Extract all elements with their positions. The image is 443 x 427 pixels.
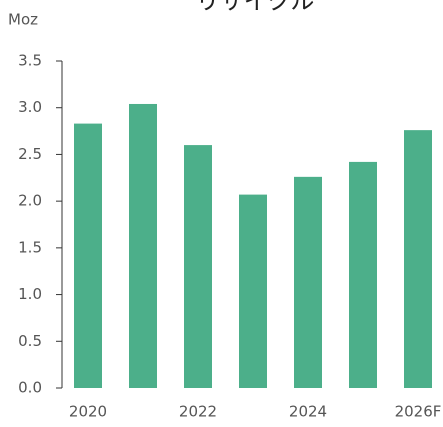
y-axis-label: Moz [8,11,38,29]
bar [74,123,102,389]
y-tick-label: 0.5 [18,332,42,350]
chart-title: リサイクル [196,0,315,15]
y-tick-label: 1.5 [18,238,42,256]
y-tick-label: 2.5 [18,145,42,163]
y-tick-label: 0.0 [18,379,42,397]
bar [184,145,212,388]
y-tick-label: 2.0 [18,192,42,210]
x-tick-label: 2024 [289,403,327,421]
bar [294,176,322,388]
y-tick-label: 3.0 [18,98,42,116]
x-tick-label: 2022 [179,403,217,421]
bar [404,130,432,388]
x-tick-label: 2026F [395,403,442,421]
x-tick-label: 2020 [69,403,107,421]
bar [239,194,267,388]
bar [129,103,157,388]
y-tick-label: 1.0 [18,285,42,303]
y-tick-label: 3.5 [18,52,42,70]
bar [349,161,377,388]
